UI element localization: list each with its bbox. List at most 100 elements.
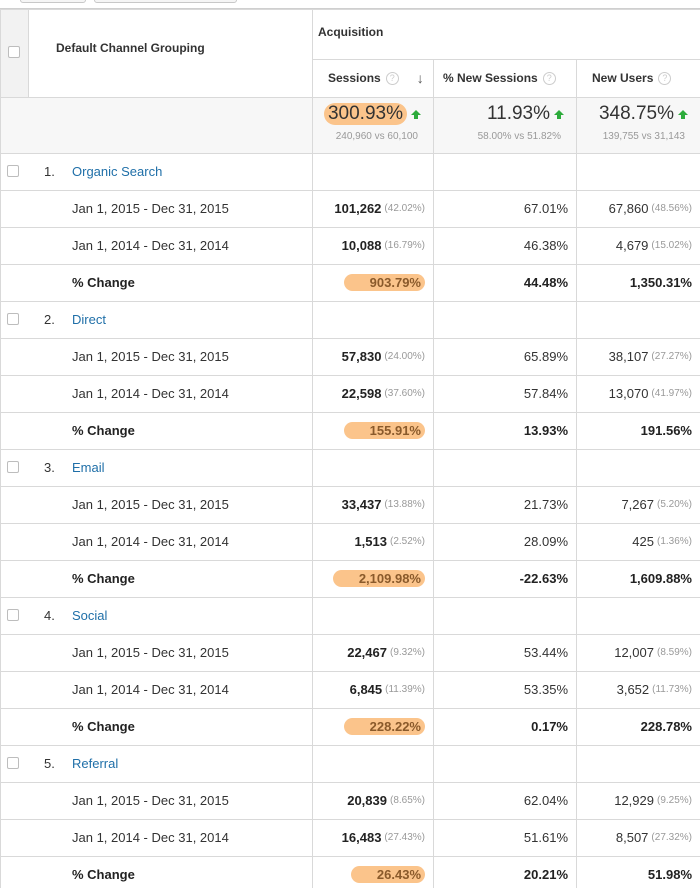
- sessions-cell: 6,845 (11.39%): [312, 671, 425, 708]
- acquisition-group-header: Acquisition: [318, 9, 518, 55]
- date-range-label: Jan 1, 2014 - Dec 31, 2014: [72, 227, 322, 264]
- row-index: 3.: [44, 449, 64, 486]
- new-users-share: (1.36%): [656, 536, 692, 547]
- percent-change-text: % Change: [72, 719, 135, 734]
- new-users-share: (11.73%): [652, 684, 692, 695]
- channel-name[interactable]: Referral: [72, 756, 119, 771]
- new-users-column-header[interactable]: New Users?: [592, 59, 694, 97]
- row-divider: [0, 671, 700, 672]
- help-icon[interactable]: ?: [658, 71, 672, 85]
- row-index: 1.: [44, 153, 64, 190]
- percent-change-label: % Change: [72, 412, 272, 449]
- new-users-column-header-label: New Users: [592, 71, 654, 85]
- channel-name[interactable]: Direct: [72, 312, 106, 327]
- new-users-change-cell: 191.56%: [576, 412, 692, 449]
- new-sessions-cell: 51.61%: [433, 819, 568, 856]
- channel-link-organic-search[interactable]: Organic Search: [72, 153, 292, 190]
- percent-change-text: % Change: [72, 867, 135, 882]
- new-users-cell: 4,679 (15.02%): [576, 227, 692, 264]
- row-divider: [0, 523, 700, 524]
- dimension-header: Default Channel Grouping: [56, 9, 306, 87]
- channel-name[interactable]: Organic Search: [72, 164, 163, 179]
- new-users-share: (41.97%): [651, 388, 692, 399]
- new-sessions-cell: 67.01%: [433, 190, 568, 227]
- new-sessions-cell: 46.38%: [433, 227, 568, 264]
- new-users-cell: 13,070 (41.97%): [576, 375, 692, 412]
- new-sessions-change-cell: -22.63%: [433, 560, 568, 597]
- row-checkbox[interactable]: [7, 757, 19, 769]
- row-checkbox[interactable]: [7, 609, 19, 621]
- channel-link-direct[interactable]: Direct: [72, 301, 292, 338]
- date-range-label: Jan 1, 2014 - Dec 31, 2014: [72, 523, 322, 560]
- new-users-change-cell: 1,350.31%: [576, 264, 692, 301]
- new-sessions-change-value: -22.63%: [519, 571, 568, 586]
- sessions-change-cell: 228.22%: [312, 708, 425, 745]
- sessions-value: 6,845: [349, 682, 383, 697]
- sessions-share: (11.39%): [385, 684, 425, 695]
- dimension-header-label: Default Channel Grouping: [56, 41, 205, 55]
- date-range-text: Jan 1, 2014 - Dec 31, 2014: [72, 830, 229, 845]
- col-divider: [433, 59, 434, 888]
- sessions-value: 57,830: [341, 349, 382, 364]
- sessions-change-cell: 26.43%: [312, 856, 425, 888]
- sessions-cell: 16,483 (27.43%): [312, 819, 425, 856]
- row-index-label: 5.: [44, 756, 55, 771]
- date-range-label: Jan 1, 2015 - Dec 31, 2015: [72, 338, 322, 375]
- row-index-label: 1.: [44, 164, 55, 179]
- row-divider: [0, 375, 700, 376]
- sessions-column-header[interactable]: Sessions? ↓: [328, 59, 427, 97]
- date-range-text: Jan 1, 2015 - Dec 31, 2015: [72, 201, 229, 216]
- date-range-label: Jan 1, 2014 - Dec 31, 2014: [72, 819, 322, 856]
- sessions-change-value: 903.79%: [343, 274, 425, 291]
- new-users-change-value: 228.78%: [640, 719, 692, 734]
- up-arrow-icon: [554, 109, 564, 119]
- row-checkbox[interactable]: [7, 165, 19, 177]
- row-checkbox[interactable]: [7, 461, 19, 473]
- new-users-share: (27.32%): [651, 832, 692, 843]
- channel-link-referral[interactable]: Referral: [72, 745, 292, 782]
- sessions-share: (2.52%): [389, 536, 425, 547]
- new-users-change-value: 191.56%: [640, 423, 692, 438]
- date-range-text: Jan 1, 2015 - Dec 31, 2015: [72, 349, 229, 364]
- new-sessions-cell: 57.84%: [433, 375, 568, 412]
- row-divider: [0, 745, 700, 746]
- new-users-change-value: 1,350.31%: [629, 275, 692, 290]
- date-range-label: Jan 1, 2015 - Dec 31, 2015: [72, 634, 322, 671]
- channel-name[interactable]: Social: [72, 608, 108, 623]
- new-sessions-column-header[interactable]: % New Sessions?: [443, 59, 570, 97]
- new-users-value: 3,652: [616, 682, 650, 697]
- row-divider: [0, 708, 700, 709]
- help-icon[interactable]: ?: [385, 71, 399, 85]
- date-range-label: Jan 1, 2015 - Dec 31, 2015: [72, 486, 322, 523]
- percent-change-text: % Change: [72, 275, 135, 290]
- new-users-share: (48.56%): [651, 203, 692, 214]
- channel-name[interactable]: Email: [72, 460, 105, 475]
- sessions-change-cell: 2,109.98%: [312, 560, 425, 597]
- sort-descending-icon[interactable]: ↓: [416, 70, 424, 86]
- sessions-change-value: 155.91%: [343, 422, 425, 439]
- help-icon[interactable]: ?: [542, 71, 556, 85]
- sessions-share: (13.88%): [384, 499, 425, 510]
- row-divider: [0, 301, 700, 302]
- select-all-checkbox[interactable]: [8, 46, 20, 58]
- new-users-cell: 12,929 (9.25%): [576, 782, 692, 819]
- sessions-share: (16.79%): [384, 240, 425, 251]
- up-arrow-icon: [411, 109, 421, 119]
- sessions-value: 22,467: [347, 645, 387, 660]
- sessions-share: (42.02%): [384, 203, 425, 214]
- total-new-users: 348.75% 139,755 vs 31,143: [576, 103, 688, 144]
- percent-change-text: % Change: [72, 571, 135, 586]
- sessions-cell: 22,598 (37.60%): [312, 375, 425, 412]
- new-sessions-change-cell: 0.17%: [433, 708, 568, 745]
- toolbar-button[interactable]: [20, 0, 86, 3]
- row-index: 4.: [44, 597, 64, 634]
- new-users-change-cell: 228.78%: [576, 708, 692, 745]
- new-users-cell: 7,267 (5.20%): [576, 486, 692, 523]
- toolbar-dropdown[interactable]: [94, 0, 237, 3]
- channel-link-email[interactable]: Email: [72, 449, 292, 486]
- sessions-column-header-label: Sessions: [328, 71, 381, 85]
- channel-link-social[interactable]: Social: [72, 597, 292, 634]
- new-sessions-cell: 53.35%: [433, 671, 568, 708]
- sessions-value: 33,437: [341, 497, 382, 512]
- row-checkbox[interactable]: [7, 313, 19, 325]
